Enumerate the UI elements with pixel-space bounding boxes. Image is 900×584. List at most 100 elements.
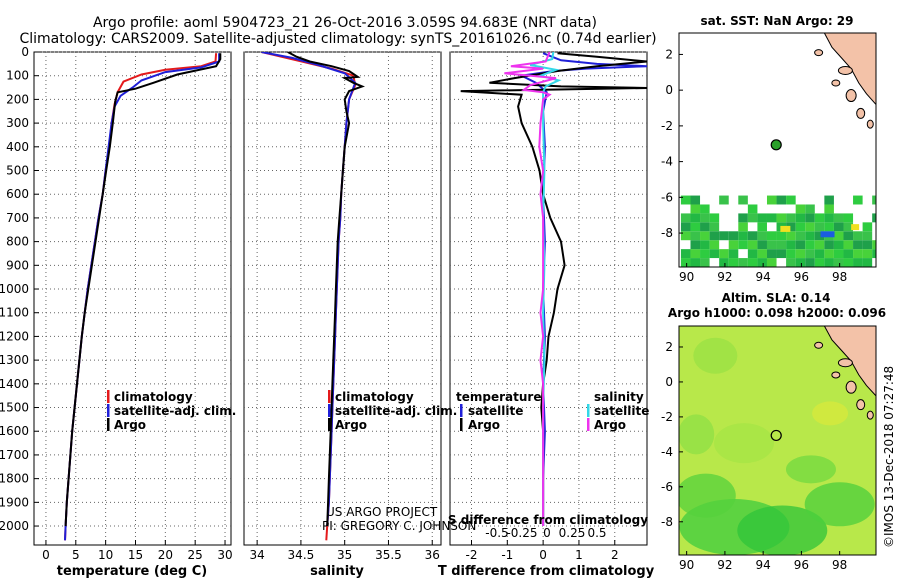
sst-pixel [862, 249, 873, 259]
sst-pixel [700, 204, 710, 214]
sst-pixel [833, 213, 844, 223]
sst-pixel [843, 258, 854, 267]
sst-pixel [680, 231, 691, 241]
sst-pixel [690, 204, 701, 214]
series-salinity-argo [287, 52, 365, 527]
sst-pixel [786, 249, 796, 259]
land-island [814, 49, 824, 57]
x-tick-label: 34 [249, 548, 264, 562]
legend-label-t-satellite: satellite [468, 404, 523, 418]
sst-pixel [833, 222, 844, 232]
sst-pixel [757, 249, 767, 259]
sst-warm-pixel [780, 225, 791, 232]
sst-pixel [738, 213, 748, 223]
sst-pixel [833, 258, 844, 267]
sst-pixel [738, 258, 748, 267]
x-tick-label: 10 [98, 548, 113, 562]
map-y-tick-label: -6 [661, 190, 673, 204]
sst-cool-pixel [820, 231, 835, 238]
sst-pixel [805, 240, 815, 250]
sst-pixel [795, 204, 806, 214]
x-tick-label: 2 [611, 548, 619, 562]
sst-map-title: sat. SST: NaN Argo: 29 [700, 14, 853, 28]
sst-pixel [853, 240, 863, 250]
y-tick-label-depth: 0 [21, 45, 29, 59]
sst-pixel [814, 222, 825, 232]
sst-pixel [747, 258, 758, 267]
temperature-legend: climatology satellite-adj. clim. Argo [107, 390, 236, 432]
sla-anomaly-patch [812, 401, 849, 426]
x-tick-label: -1 [501, 548, 513, 562]
x2-tick-label: 0.25 [559, 526, 586, 540]
y-tick-label-depth: 800 [6, 235, 29, 249]
map-x-tick-label: 98 [832, 558, 847, 572]
sst-pixel [700, 258, 710, 267]
map-x-tick-label: 90 [679, 558, 694, 572]
land-island [837, 66, 853, 76]
x2-tick-label: 0 [543, 526, 551, 540]
sst-pixel [795, 240, 806, 250]
sst-pixel [709, 222, 720, 232]
sst-pixel [872, 249, 876, 259]
difference-x2label: S difference from climatology [448, 513, 648, 527]
sst-pixel [690, 222, 701, 232]
sst-pixel [747, 231, 758, 241]
series-salinity-climatology [261, 52, 357, 541]
map-y-tick-label: -2 [661, 119, 673, 133]
sla-map-title: Altim. SLA: 0.14 [722, 291, 831, 305]
sst-pixel [766, 213, 777, 223]
sst-pixel [805, 231, 815, 241]
grid-layer [34, 51, 647, 545]
sst-pixel [795, 222, 806, 232]
sst-pixel [709, 213, 720, 223]
y-tick-label-depth: 1400 [0, 377, 29, 391]
sst-pixel [824, 204, 834, 214]
x2-tick-label: -0.25 [506, 526, 537, 540]
x-tick-label: -2 [466, 548, 478, 562]
legend-swatch-satellite [328, 404, 331, 417]
legend-swatch-argo [328, 418, 331, 431]
y-tick-label-depth: 1900 [0, 495, 29, 509]
x-tick-label: 0 [539, 548, 547, 562]
sst-pixel [728, 258, 739, 267]
map-x-tick-label: 98 [832, 270, 847, 284]
y-tick-label-depth: 600 [6, 187, 29, 201]
map-y-tick-label: -4 [661, 445, 673, 459]
land-island [814, 341, 824, 349]
sst-pixel [757, 231, 767, 241]
y-tick-label-depth: 500 [6, 164, 29, 178]
legend-label-s-argo: Argo [594, 418, 626, 432]
x-tick-label: 30 [217, 548, 232, 562]
sst-pixel [824, 195, 834, 205]
series-difference-t-argo [460, 52, 647, 526]
map-x-tick-label: 96 [794, 270, 809, 284]
sst-pixel [757, 213, 767, 223]
map-x-tick-label: 92 [717, 558, 732, 572]
y-tick-label-depth: 1700 [0, 448, 29, 462]
sst-pixel [700, 240, 710, 250]
sst-pixel [843, 249, 854, 259]
land-island [831, 79, 841, 87]
map-x-tick-label: 94 [756, 270, 771, 284]
sst-pixel [786, 258, 796, 267]
sst-pixel [690, 249, 701, 259]
legend-label-argo: Argo [114, 418, 146, 432]
sst-pixel [700, 213, 710, 223]
credit-project: US ARGO PROJECT [326, 505, 438, 519]
land-island [837, 358, 853, 368]
y-tick-label-depth: 1000 [0, 282, 29, 296]
map-y-tick-label: -6 [661, 480, 673, 494]
sst-pixel [833, 231, 844, 241]
sla-anomaly-patch [679, 473, 736, 518]
legend-swatch-argo [107, 418, 110, 431]
sst-pixel [680, 213, 691, 223]
sst-pixel [738, 231, 748, 241]
land-island [831, 371, 841, 379]
sst-pixel [728, 249, 739, 259]
legend-swatch-s-satellite [587, 404, 590, 417]
temperature-xlabel: temperature (deg C) [57, 564, 207, 579]
sst-pixel [814, 213, 825, 223]
y-tick-label-depth: 700 [6, 211, 29, 225]
land-sumatra [823, 326, 876, 397]
x-tick-label: 25 [188, 548, 203, 562]
